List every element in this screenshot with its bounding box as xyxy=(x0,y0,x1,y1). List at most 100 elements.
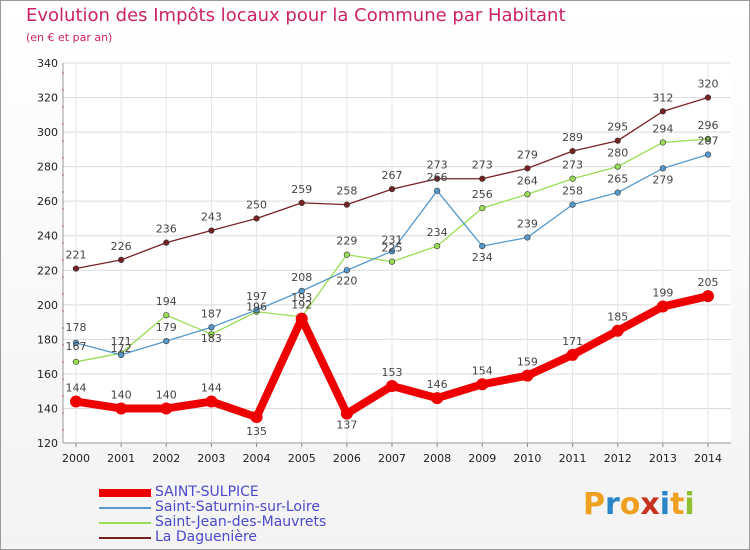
legend-swatch-la-daguleniere xyxy=(99,537,151,539)
data-point-saint-sulpice xyxy=(566,348,579,361)
x-tick-label: 2014 xyxy=(694,452,722,465)
data-label-saint-jean-des-mauvrets: 273 xyxy=(562,159,583,172)
data-label-saint-jean-des-mauvrets: 183 xyxy=(201,332,222,345)
data-label-saint-saturnin-sur-loire: 171 xyxy=(111,335,132,348)
data-label-la-dagueni-re: 289 xyxy=(562,131,583,144)
chart-title: Evolution des Impôts locaux pour la Comm… xyxy=(26,5,566,26)
data-point-saint-jean-des-mauvrets xyxy=(614,163,621,170)
data-point-saint-saturnin-sur-loire xyxy=(343,267,350,274)
data-point-saint-sulpice xyxy=(250,411,263,424)
data-label-saint-jean-des-mauvrets: 234 xyxy=(427,226,448,239)
data-label-la-dagueni-re: 279 xyxy=(517,148,538,161)
logo-letter: r xyxy=(605,487,620,522)
x-tick-label: 2000 xyxy=(62,452,90,465)
data-label-saint-jean-des-mauvrets: 193 xyxy=(291,291,312,304)
data-label-saint-saturnin-sur-loire: 187 xyxy=(201,307,222,320)
data-point-saint-jean-des-mauvrets xyxy=(569,175,576,182)
data-point-saint-sulpice xyxy=(205,395,218,408)
y-tick-label: 120 xyxy=(37,437,58,450)
data-point-saint-jean-des-mauvrets xyxy=(704,135,712,143)
data-label-la-dagueni-re: 250 xyxy=(246,198,267,211)
data-label-saint-saturnin-sur-loire: 266 xyxy=(427,171,448,184)
x-tick-label: 2004 xyxy=(243,452,271,465)
data-label-la-dagueni-re: 226 xyxy=(111,240,132,253)
data-label-saint-jean-des-mauvrets: 172 xyxy=(111,342,132,355)
x-tick-label: 2011 xyxy=(559,452,587,465)
legend-item-saint-saturnin[interactable]: Saint-Saturnin-sur-Loire xyxy=(99,500,399,515)
data-point-la-dagueni-re xyxy=(343,201,350,208)
data-point-saint-jean-des-mauvrets xyxy=(343,251,350,258)
data-label-saint-saturnin-sur-loire: 287 xyxy=(698,135,719,148)
y-tick-label: 200 xyxy=(37,299,58,312)
data-label-saint-jean-des-mauvrets: 229 xyxy=(336,235,357,248)
logo-letter: o xyxy=(619,487,641,522)
proxiti-logo: Proxiti xyxy=(583,487,695,522)
data-label-saint-jean-des-mauvrets: 264 xyxy=(517,174,538,187)
data-label-saint-sulpice: 137 xyxy=(336,419,357,432)
y-tick-label: 140 xyxy=(37,402,58,415)
data-point-saint-saturnin-sur-loire xyxy=(208,324,215,331)
series-layer xyxy=(70,94,714,424)
data-point-saint-sulpice xyxy=(702,290,714,303)
data-label-la-dagueni-re: 273 xyxy=(472,159,493,172)
legend-label-saint-saturnin: Saint-Saturnin-sur-Loire xyxy=(155,499,320,515)
data-label-saint-jean-des-mauvrets: 225 xyxy=(382,242,403,255)
y-tick-label: 180 xyxy=(37,333,58,346)
data-label-saint-sulpice: 144 xyxy=(66,382,87,395)
data-label-saint-sulpice: 171 xyxy=(562,335,583,348)
data-label-saint-sulpice: 154 xyxy=(472,364,493,377)
data-label-saint-sulpice: 140 xyxy=(156,388,177,401)
data-point-la-dagueni-re xyxy=(704,94,712,101)
logo-letter: i xyxy=(684,487,695,522)
data-label-saint-saturnin-sur-loire: 234 xyxy=(472,251,493,264)
data-point-saint-jean-des-mauvrets xyxy=(163,312,170,319)
legend-label-la-daguleniere: La Daguenière xyxy=(155,529,257,545)
data-point-saint-sulpice xyxy=(340,407,353,420)
x-tick-label: 2003 xyxy=(197,452,225,465)
legend-label-saint-jean: Saint-Jean-des-Mauvrets xyxy=(155,514,327,530)
data-label-saint-jean-des-mauvrets: 167 xyxy=(66,340,87,353)
data-point-saint-jean-des-mauvrets xyxy=(72,358,80,365)
legend-item-la-daguleniere[interactable]: La Daguenière xyxy=(99,530,399,545)
data-label-saint-saturnin-sur-loire: 178 xyxy=(66,321,87,334)
y-tick-label: 260 xyxy=(37,195,58,208)
data-point-la-dagueni-re xyxy=(524,165,531,172)
legend-label-saint-sulpice: SAINT-SULPICE xyxy=(155,484,259,500)
x-tick-label: 2007 xyxy=(378,452,406,465)
data-label-saint-saturnin-sur-loire: 279 xyxy=(652,173,673,186)
data-point-saint-saturnin-sur-loire xyxy=(253,306,260,314)
data-label-saint-sulpice: 185 xyxy=(607,311,628,324)
data-point-saint-saturnin-sur-loire xyxy=(72,339,80,346)
x-tick-label: 2008 xyxy=(423,452,451,465)
data-label-saint-sulpice: 140 xyxy=(111,388,132,401)
data-label-saint-saturnin-sur-loire: 239 xyxy=(517,217,538,230)
data-point-saint-jean-des-mauvrets xyxy=(524,191,531,198)
data-point-saint-sulpice xyxy=(476,378,489,391)
data-label-la-dagueni-re: 267 xyxy=(382,169,403,182)
x-tick-label: 2005 xyxy=(288,452,316,465)
data-point-saint-sulpice xyxy=(70,395,82,408)
x-tick-label: 2010 xyxy=(513,452,541,465)
data-label-saint-saturnin-sur-loire: 220 xyxy=(336,274,357,287)
x-tick-label: 2001 xyxy=(107,452,135,465)
data-point-saint-sulpice xyxy=(386,380,398,392)
data-label-saint-saturnin-sur-loire: 258 xyxy=(562,185,583,198)
data-label-saint-saturnin-sur-loire: 265 xyxy=(607,173,628,186)
x-tick-label: 2013 xyxy=(649,452,677,465)
y-tick-label: 280 xyxy=(37,161,58,174)
data-label-saint-sulpice: 153 xyxy=(382,366,403,379)
legend-item-saint-sulpice[interactable]: SAINT-SULPICE xyxy=(99,485,399,500)
logo-letter: P xyxy=(583,487,605,522)
y-tick-label: 300 xyxy=(37,126,58,139)
y-tick-label: 240 xyxy=(37,230,58,243)
x-tick-label: 2002 xyxy=(152,452,180,465)
legend-item-saint-jean[interactable]: Saint-Jean-des-Mauvrets xyxy=(99,515,399,530)
data-point-la-dagueni-re xyxy=(614,137,621,144)
data-label-la-dagueni-re: 221 xyxy=(66,249,87,262)
data-label-la-dagueni-re: 243 xyxy=(201,211,222,224)
legend-swatch-saint-sulpice xyxy=(99,489,151,497)
data-point-la-dagueni-re xyxy=(434,175,441,182)
axes: 120 140 160 180 200 220 240 260 280 300 320 340 2000… xyxy=(37,57,731,465)
data-labels: 221 226 236 243 250 259 258 267 273 273 279 289 295 3… xyxy=(66,78,719,439)
